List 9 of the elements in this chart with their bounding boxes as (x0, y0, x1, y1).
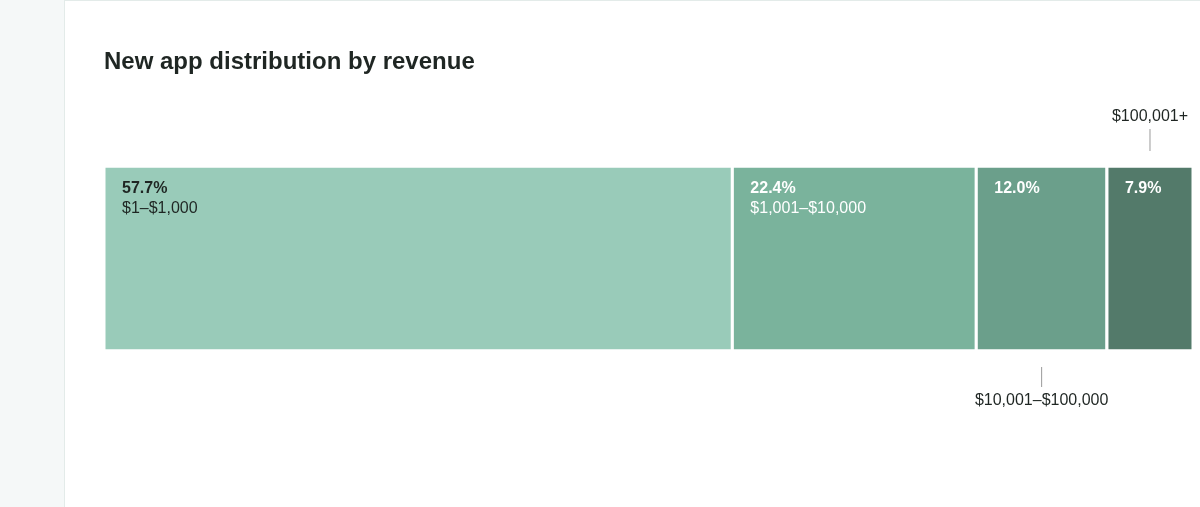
data-label: 57.7% (122, 179, 168, 196)
text: $100,001+ (1111, 107, 1189, 124)
text: $10,001–$100,000 (974, 391, 1109, 408)
series-label: $1,001–$10,000 (750, 199, 867, 216)
data-label: 7.9% (1124, 179, 1162, 196)
data-label: 12.0% (994, 179, 1040, 196)
data-label: 22.4% (750, 179, 796, 196)
chart-title: New app distribution by revenue (104, 47, 475, 74)
series-label: $1–$1,000 (122, 199, 198, 216)
